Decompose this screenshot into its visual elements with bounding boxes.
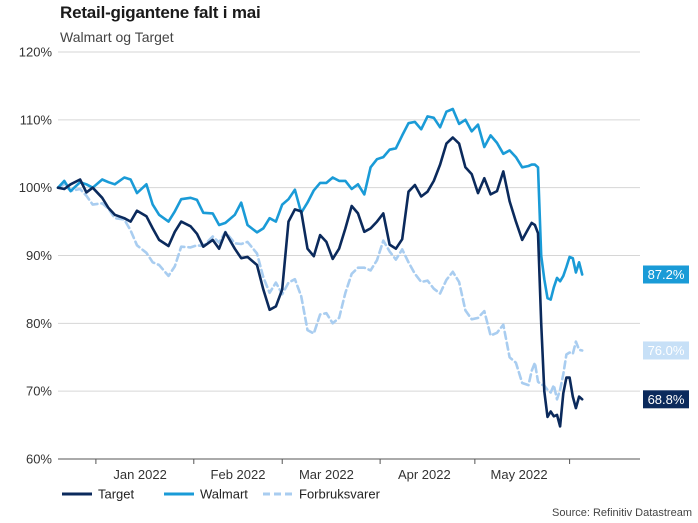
gridlines bbox=[58, 51, 640, 460]
y-tick-label: 60% bbox=[26, 452, 52, 467]
chart-title: Retail-gigantene falt i mai bbox=[60, 3, 261, 22]
y-tick-label: 100% bbox=[19, 180, 53, 195]
end-label-badge-forbruksvarer bbox=[643, 341, 689, 360]
series-line-walmart bbox=[56, 107, 584, 301]
y-tick-label: 70% bbox=[26, 384, 52, 399]
end-label-target: 68.8% bbox=[648, 392, 685, 407]
legend-label-walmart: Walmart bbox=[200, 487, 248, 502]
legend-label-target: Target bbox=[98, 487, 135, 502]
series-lines bbox=[56, 107, 584, 428]
end-value-labels: 68.8% 87.2% 76.0% bbox=[643, 265, 689, 409]
y-tick-label: 80% bbox=[26, 316, 52, 331]
y-axis-ticks: 60% 70% 80% 90% 100% 110% 120% bbox=[19, 45, 53, 467]
source-note: Source: Refinitiv Datastream bbox=[552, 507, 692, 519]
x-tick-label: Jan 2022 bbox=[113, 467, 167, 482]
x-tick-label: Feb 2022 bbox=[211, 467, 266, 482]
x-tick-label: Mar 2022 bbox=[299, 467, 354, 482]
x-axis: Jan 2022 Feb 2022 Mar 2022 Apr 2022 May 2022 bbox=[58, 458, 640, 482]
end-label-forbruksvarer: 76.0% bbox=[648, 343, 685, 358]
series-line-target bbox=[56, 136, 584, 428]
end-label-badge-walmart bbox=[643, 265, 689, 284]
legend-label-forbruksvarer: Forbruksvarer bbox=[299, 487, 381, 502]
y-tick-label: 110% bbox=[20, 112, 53, 127]
end-label-walmart: 87.2% bbox=[648, 267, 685, 282]
chart-subtitle: Walmart og Target bbox=[60, 29, 174, 45]
y-tick-label: 120% bbox=[19, 45, 53, 60]
legend: Target Walmart Forbruksvarer bbox=[62, 487, 381, 502]
x-tick-label: May 2022 bbox=[491, 467, 548, 482]
end-label-badge-target bbox=[643, 390, 689, 409]
x-tick-label: Apr 2022 bbox=[398, 467, 451, 482]
y-tick-label: 90% bbox=[26, 248, 52, 263]
series-line-forbruksvarer bbox=[56, 183, 584, 401]
